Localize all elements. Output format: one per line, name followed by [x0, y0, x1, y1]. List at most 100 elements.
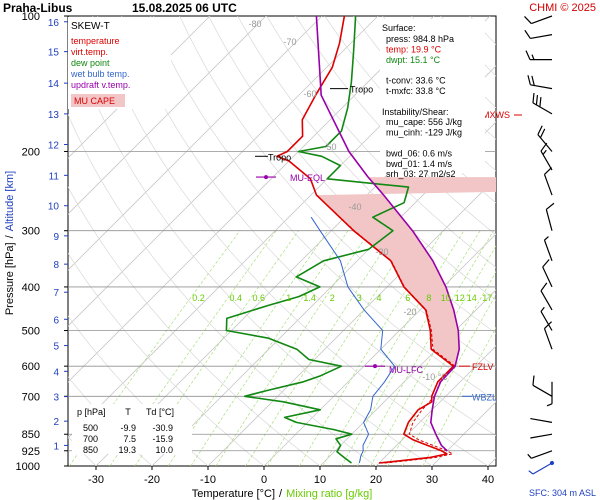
table-row-2-t: 7.5 [123, 434, 136, 444]
altitude-tick-label: 12 [48, 141, 60, 152]
wind-barb-staff [543, 239, 553, 262]
wind-barb-flag [539, 128, 546, 138]
wind-barb-staff [543, 174, 553, 196]
surface-line-12: bwd_06: 0.6 m/s [386, 148, 453, 158]
wind-barb-staff [540, 290, 553, 311]
table-row-3-td: 10.0 [155, 445, 173, 455]
surface-line-9: mu_cape: 556 J/kg [386, 117, 462, 127]
isotherm-label: -40 [348, 202, 361, 212]
wind-barb [527, 450, 553, 459]
altitude-tick-label: 14 [48, 79, 60, 90]
table-row-1-p: 500 [83, 423, 98, 433]
x-axis-label-separator: / [279, 488, 283, 500]
mixing-ratio-label: 8 [426, 293, 431, 303]
temperature-tick-label: 20 [370, 474, 382, 486]
mu-lfc-label: MU-LFC [389, 365, 423, 375]
mixing-ratio-line [167, 230, 329, 466]
temperature-tick-label: -10 [200, 474, 216, 486]
wind-barb-half-flag [546, 403, 553, 407]
wind-barb-half-flag [528, 470, 534, 475]
mixing-ratio-label: 2 [330, 293, 335, 303]
wind-barb [537, 125, 553, 152]
surface-line-13: bwd_01: 1.4 m/s [386, 159, 453, 169]
y-axis-label-separator: / [4, 234, 16, 238]
table-header-p: p [hPa] [77, 407, 106, 417]
wind-barb [540, 282, 553, 311]
mxws-label: MXWS [482, 110, 510, 120]
mu-eql-label: MU-EQL [290, 173, 325, 183]
wind-barb [542, 259, 553, 288]
wind-barb-staff [542, 266, 553, 288]
wind-barb-half-flag [527, 453, 532, 459]
altitude-tick-label: 9 [53, 232, 59, 243]
isotherm-line [263, 233, 496, 466]
altitude-tick-label: 6 [53, 315, 59, 326]
table-row-3-p: 850 [83, 445, 98, 455]
wind-barb-half-flag [531, 54, 535, 60]
wind-barb [546, 381, 553, 407]
mixing-ratio-line [422, 326, 496, 466]
dry-adiabat-line [528, 16, 600, 466]
wind-barb [527, 75, 553, 90]
legend-title: SKEW-T [71, 21, 110, 32]
wind-barb [528, 461, 554, 475]
mu-cape-area [316, 177, 496, 367]
x-axis-label-mixing: Mixing ratio [g/kg] [286, 488, 372, 500]
table-row-1-td: -30.9 [152, 423, 173, 433]
mixing-ratio-label: 12 [455, 293, 465, 303]
wind-barb-flag [532, 375, 535, 386]
mixing-ratio-line [267, 230, 416, 466]
mixing-ratio-line [109, 230, 277, 466]
surface-wind-dot [550, 461, 554, 465]
mixing-ratio-label: 1.4 [303, 293, 316, 303]
wind-barb-flag [542, 259, 550, 268]
wind-barb-staff [532, 384, 553, 397]
wind-barb [543, 236, 553, 262]
table-row-2-p: 700 [83, 434, 98, 444]
isotherm-line [68, 16, 323, 271]
mixing-ratio-line [299, 230, 444, 466]
surface-title: Surface: [382, 23, 416, 33]
isotherm-line [319, 289, 496, 466]
legend-item-virt-temp: virt.temp. [71, 47, 108, 57]
isotherm-label: -20 [403, 307, 416, 317]
mu-cape-badge-label: MU CAPE [74, 96, 115, 106]
surface-line-6: t-mxfc: 33.8 °C [386, 86, 446, 96]
altitude-tick-label: 7 [53, 288, 59, 299]
table-row-3-t: 19.3 [118, 445, 136, 455]
y-axis-label: Pressure [hPa] / Altitude [km] [4, 171, 16, 315]
wind-barb-flag [544, 167, 552, 175]
x-axis-label: Temperature [°C] / Mixing ratio [g/kg] [192, 488, 373, 500]
dry-adiabat-line [324, 16, 496, 204]
mixing-ratio-label: 0.4 [229, 293, 242, 303]
pressure-tick-label: 600 [22, 361, 40, 373]
isotherm-line [375, 345, 496, 466]
pressure-tick-label: 200 [22, 147, 40, 159]
altitude-tick-label: 5 [53, 342, 59, 353]
mixing-ratio-line [387, 271, 496, 466]
wind-barb [543, 321, 553, 350]
pressure-tick-label: 700 [22, 391, 40, 403]
pressure-tick-label: 100 [22, 11, 40, 23]
wind-barb-staff [531, 450, 553, 459]
legend-item-dew-point: dew point [71, 58, 110, 68]
y-axis-label-pressure: Pressure [hPa] [4, 242, 16, 315]
temperature-tick-label: 10 [314, 474, 326, 486]
dry-adiabat-line [499, 16, 600, 466]
table-header-t: T [125, 407, 131, 417]
mu-eql-marker [264, 175, 268, 180]
wind-barb-half-flag [540, 306, 545, 312]
temperature-tick-label: 40 [482, 474, 494, 486]
altitude-tick-label: 13 [48, 110, 60, 121]
wind-barb-staff [532, 462, 553, 475]
altitude-tick-label: 2 [53, 417, 59, 428]
wind-barb-flag [525, 50, 531, 60]
wind-barb-flag [524, 16, 532, 24]
tropopause-upper-label: Tropo [350, 85, 373, 95]
pressure-tick-label: 400 [22, 282, 40, 294]
wind-barb-flag [540, 282, 548, 292]
isotherm-label: -50 [323, 142, 336, 152]
wind-barb [525, 50, 552, 61]
table-row-1-t: -9.9 [120, 423, 136, 433]
wind-barb [540, 142, 553, 171]
